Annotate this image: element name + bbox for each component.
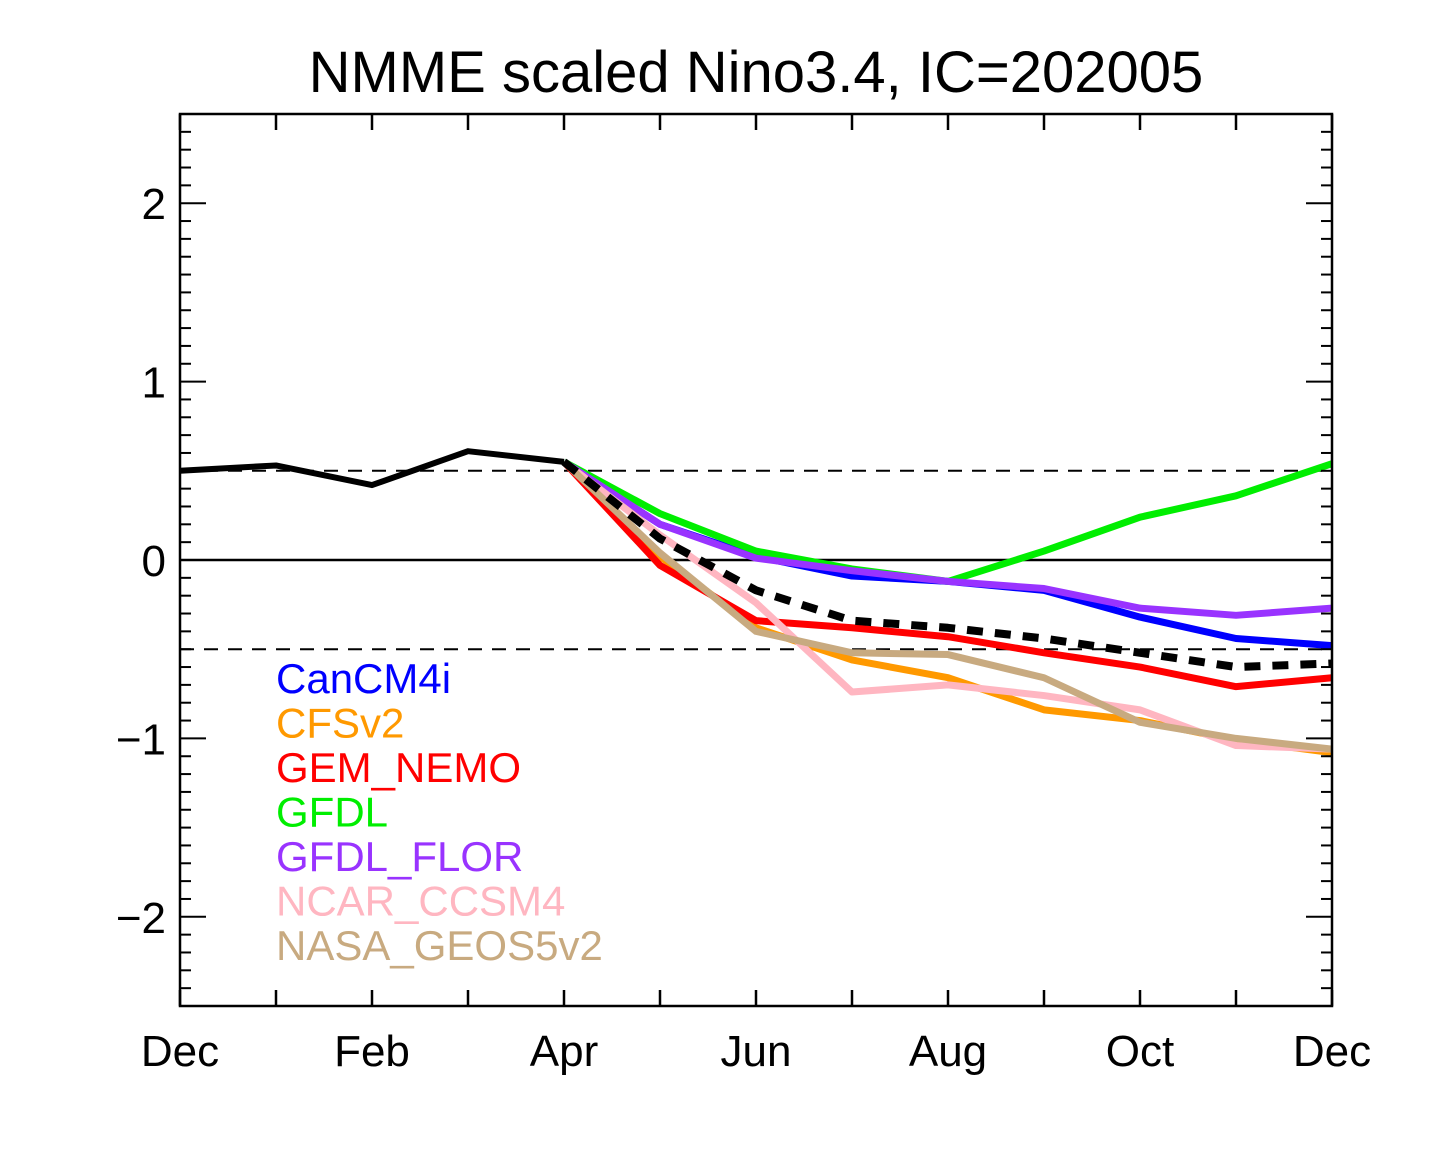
- legend-entry: GFDL: [276, 789, 388, 836]
- legend-entry: NCAR_CCSM4: [276, 878, 565, 925]
- series-line-nasa-geos5v2: [561, 459, 1333, 753]
- y-tick-label: 1: [142, 359, 166, 408]
- series-line-gfdl: [562, 458, 1334, 585]
- legend: CanCM4iCFSv2GEM_NEMOGFDLGFDL_FLORNCAR_CC…: [276, 655, 603, 969]
- series-line-gfdl-flor: [562, 458, 1333, 619]
- x-tick-label: Jun: [721, 1027, 792, 1076]
- x-tick-label: Apr: [530, 1027, 598, 1076]
- series-line-cfsv2: [561, 459, 1333, 757]
- y-tick-label: 0: [142, 537, 166, 586]
- x-tick-label: Dec: [1293, 1027, 1371, 1076]
- y-tick-label: 2: [142, 180, 166, 229]
- chart-title: NMME scaled Nino3.4, IC=202005: [309, 40, 1204, 105]
- legend-entry: CanCM4i: [276, 655, 451, 702]
- legend-entry: GFDL_FLOR: [276, 833, 523, 880]
- x-tick-label: Dec: [141, 1027, 219, 1076]
- y-tick-label: −2: [116, 894, 166, 943]
- plot-area: [179, 448, 1334, 757]
- legend-entry: GEM_NEMO: [276, 744, 521, 791]
- y-tick-label: −1: [116, 715, 166, 764]
- legend-entry: CFSv2: [276, 700, 404, 747]
- axes: Dec Feb Apr Jun Aug Oct Dec 2 1 0 −1 −2: [116, 112, 1371, 1076]
- observed-line: [179, 448, 565, 489]
- x-tick-label: Feb: [334, 1027, 410, 1076]
- series-line-ncar-ccsm4: [561, 459, 1333, 753]
- x-tick-label: Aug: [909, 1027, 987, 1076]
- series-line-cancm4i: [562, 458, 1333, 650]
- legend-entry: NASA_GEOS5v2: [276, 922, 603, 969]
- x-tick-label: Oct: [1106, 1027, 1174, 1076]
